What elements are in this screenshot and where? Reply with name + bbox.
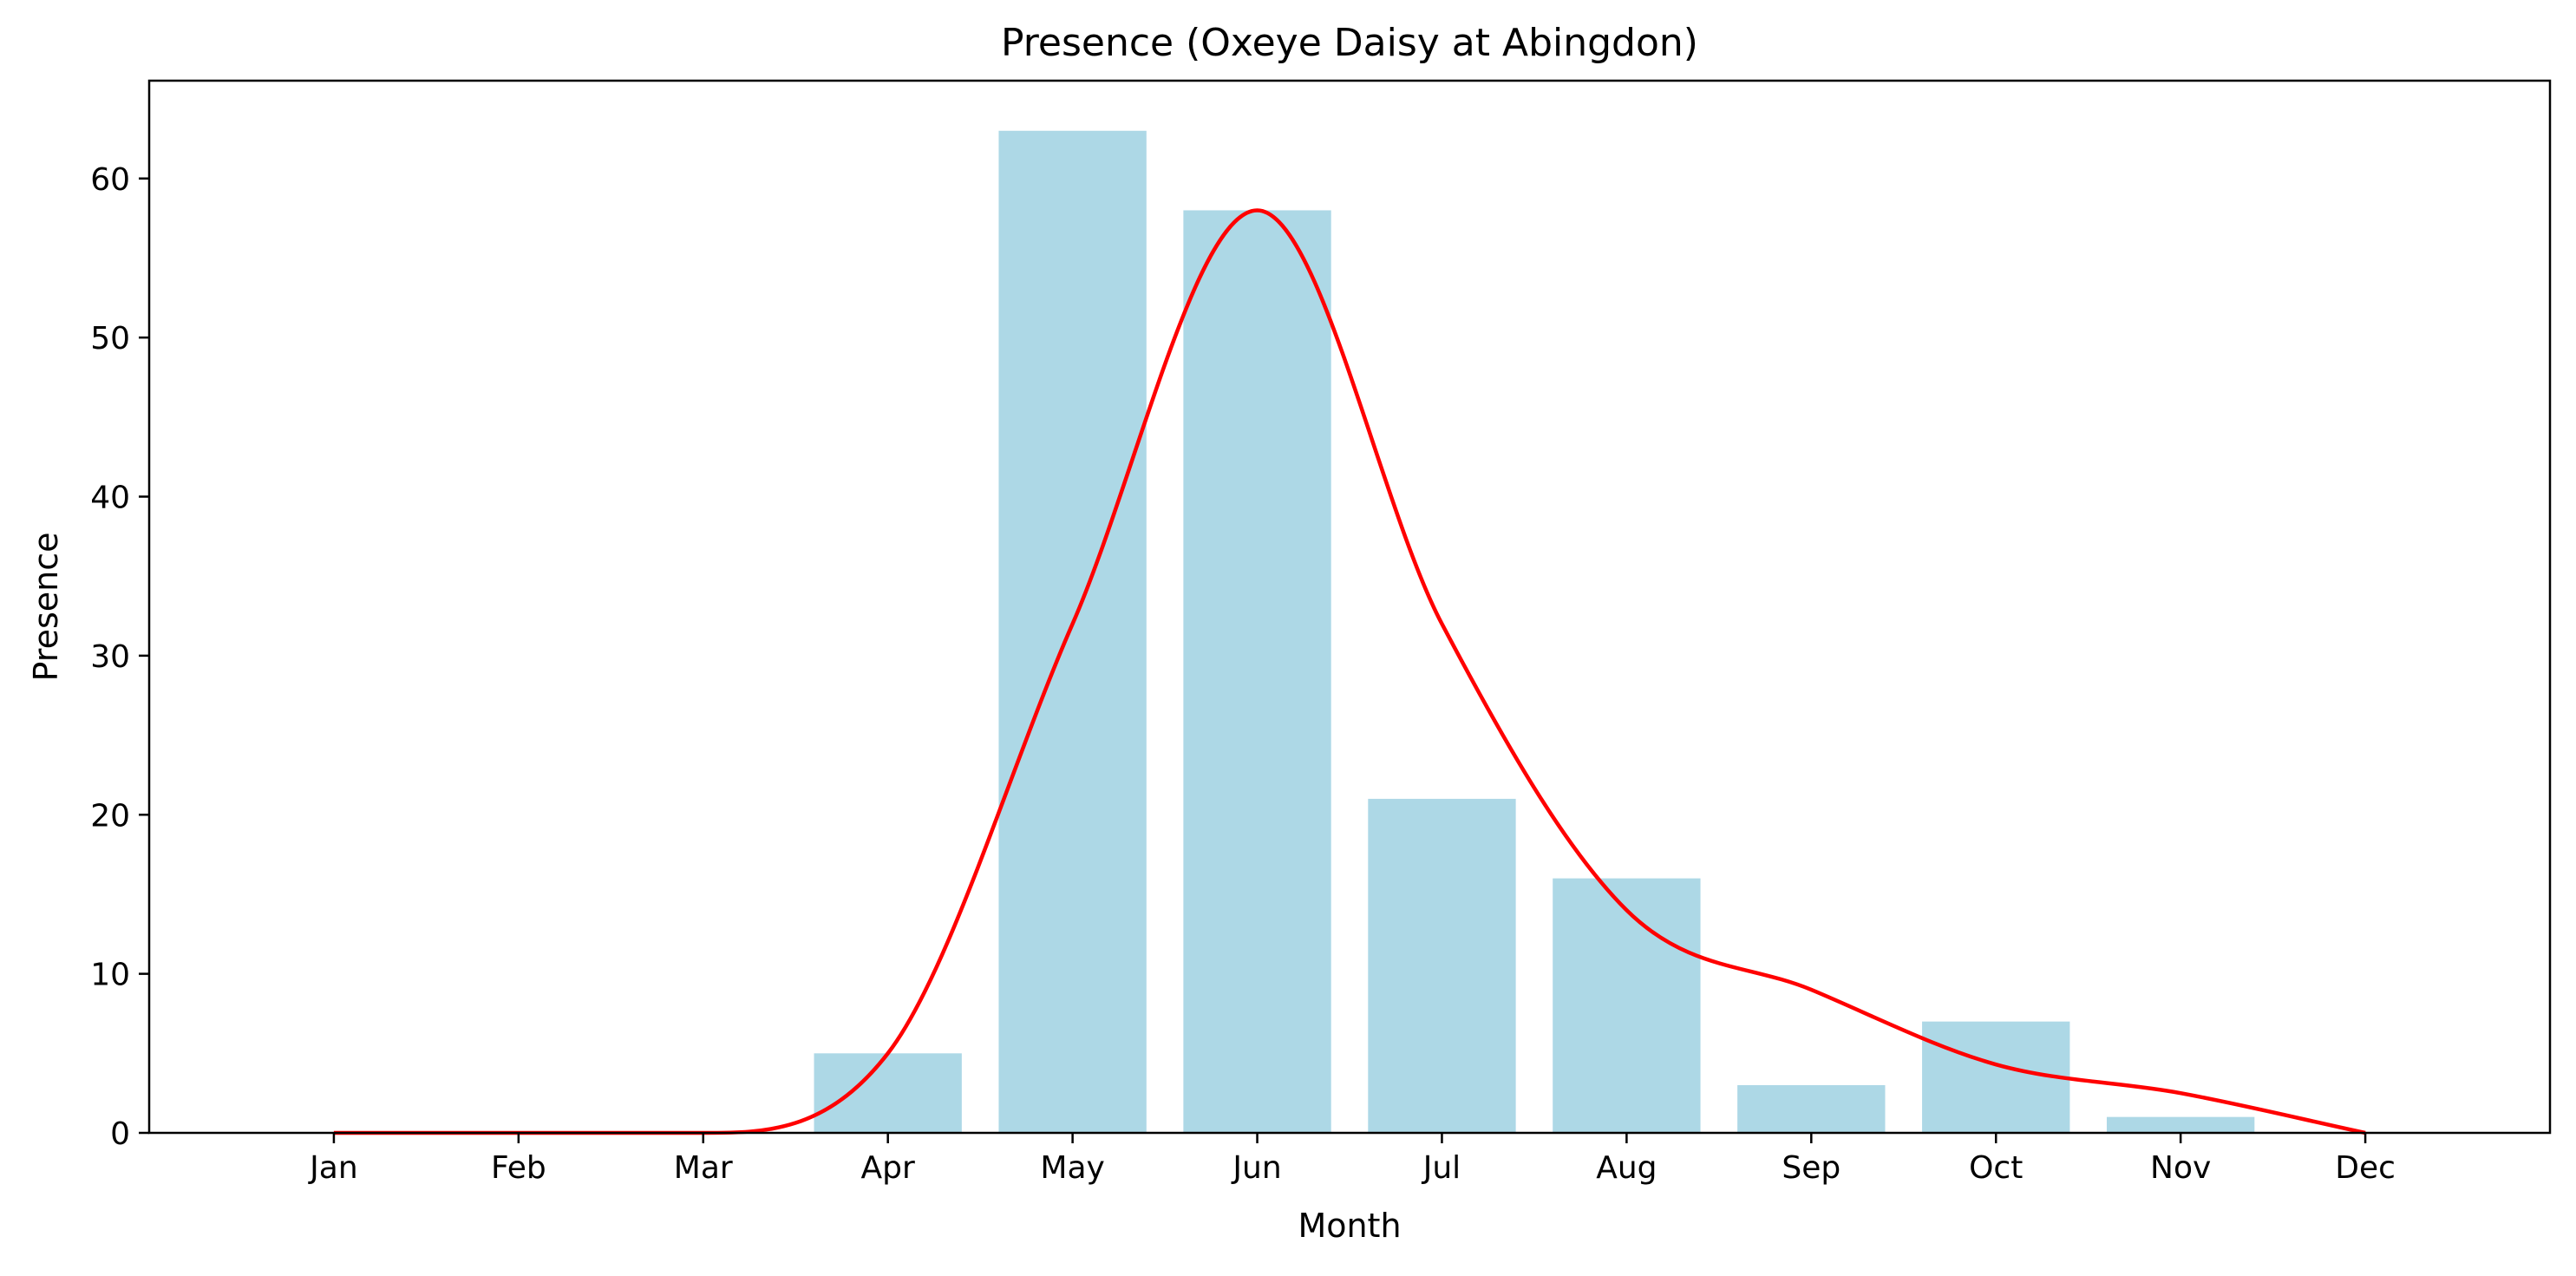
x-tick-label: Sep xyxy=(1782,1150,1840,1186)
x-axis: Jan Feb Mar Apr May Jun Jul Aug Sep Oct Nov Dec xyxy=(308,1133,2396,1186)
bar-sep xyxy=(1737,1084,1886,1133)
bar-may xyxy=(998,130,1147,1133)
y-tick-label: 30 xyxy=(90,639,130,675)
x-tick-label: Mar xyxy=(674,1150,733,1186)
bar-apr xyxy=(814,1053,962,1133)
x-tick-label: Jan xyxy=(308,1150,358,1186)
bar-aug xyxy=(1553,878,1701,1133)
y-tick-label: 50 xyxy=(90,321,130,357)
bar-jul xyxy=(1368,798,1516,1133)
x-tick-label: Aug xyxy=(1596,1150,1657,1186)
x-tick-label: Jun xyxy=(1231,1150,1281,1186)
y-tick-label: 20 xyxy=(90,798,130,834)
y-tick-label: 10 xyxy=(90,958,130,993)
x-axis-title: Month xyxy=(1298,1207,1401,1245)
x-tick-label: Dec xyxy=(2335,1150,2396,1186)
plot-frame xyxy=(147,79,2552,1135)
x-tick-label: May xyxy=(1040,1150,1104,1186)
bar-nov xyxy=(2106,1116,2255,1133)
y-tick-label: 60 xyxy=(90,162,130,198)
x-tick-label: Feb xyxy=(491,1150,546,1186)
chart-title: Presence (Oxeye Daisy at Abingdon) xyxy=(1001,21,1698,65)
bar-oct xyxy=(1922,1021,2070,1133)
y-tick-label: 40 xyxy=(90,481,130,516)
x-tick-label: Oct xyxy=(1969,1150,2023,1186)
x-tick-label: Nov xyxy=(2150,1150,2211,1186)
x-tick-label: Apr xyxy=(861,1150,915,1186)
y-tick-label: 0 xyxy=(110,1116,130,1152)
x-tick-label: Jul xyxy=(1422,1150,1461,1186)
y-axis: 0 10 20 30 40 50 60 xyxy=(90,162,149,1152)
y-axis-title: Presence xyxy=(27,533,65,682)
bar-jun xyxy=(1183,210,1331,1133)
bars-layer xyxy=(814,130,2255,1133)
